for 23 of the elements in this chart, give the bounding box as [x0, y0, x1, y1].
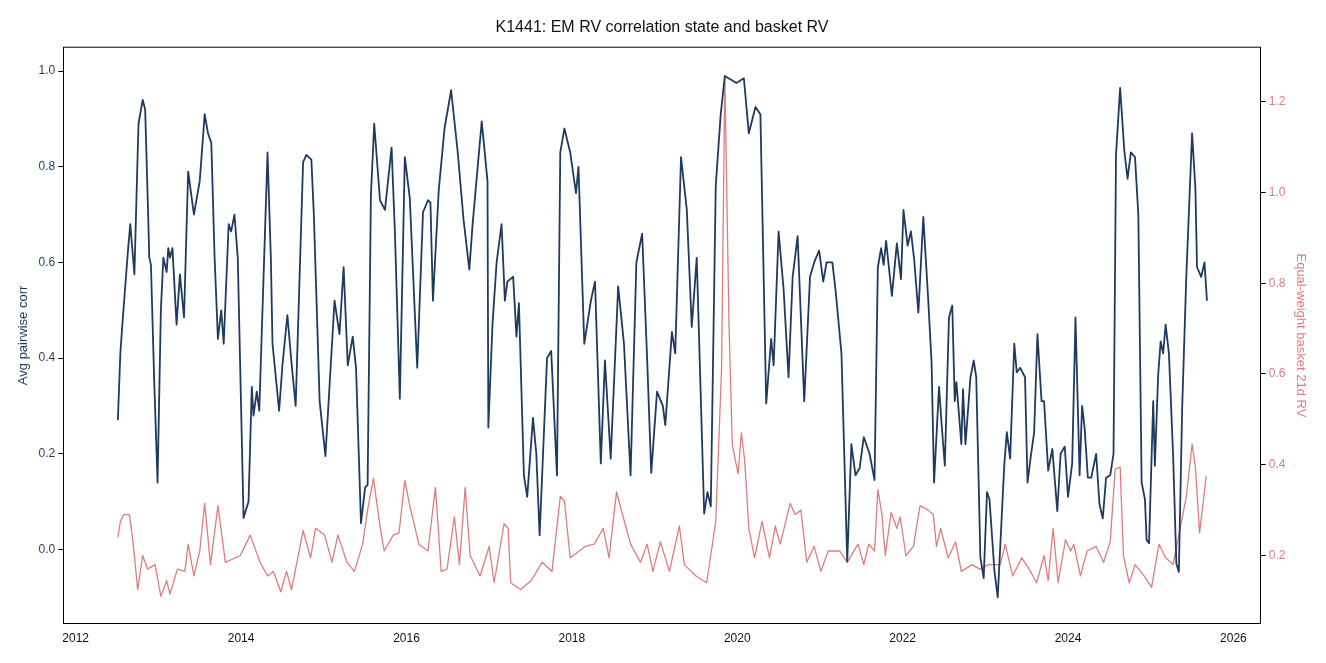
- x-tick-label: 2020: [723, 631, 751, 646]
- y2-tick-label: 1.2: [1268, 93, 1286, 108]
- x-tick-label: 2014: [227, 631, 255, 646]
- y-tick-label: 1.0: [38, 63, 56, 78]
- y-tick-label: 0.4: [38, 350, 56, 365]
- x-tick-label: 2024: [1054, 631, 1082, 646]
- y2-tick-label: 0.4: [1268, 457, 1286, 472]
- chart-title: K1441: EM RV correlation state and basket RV: [495, 18, 829, 36]
- x-tick-label: 2022: [889, 631, 917, 646]
- y2-tick-label: 0.8: [1268, 275, 1286, 290]
- y-tick-label: 0.8: [38, 159, 56, 174]
- y-tick-label: 0.2: [38, 446, 56, 461]
- y2-tick-label: 0.6: [1268, 366, 1286, 381]
- y-tick-label: 0.0: [38, 541, 56, 556]
- x-tick-label: 2012: [62, 631, 90, 646]
- y2-tick-label: 1.0: [1268, 184, 1286, 199]
- y2-tick-label: 0.2: [1268, 547, 1286, 562]
- y-axis-title: Avg pairwise corr: [15, 285, 31, 386]
- y-tick-label: 0.6: [38, 254, 56, 269]
- x-tick-label: 2016: [393, 631, 421, 646]
- y2-axis-title: Equal-weight basket 21d RV: [1293, 253, 1309, 418]
- x-tick-label: 2018: [558, 631, 586, 646]
- x-tick-label: 2026: [1220, 631, 1248, 646]
